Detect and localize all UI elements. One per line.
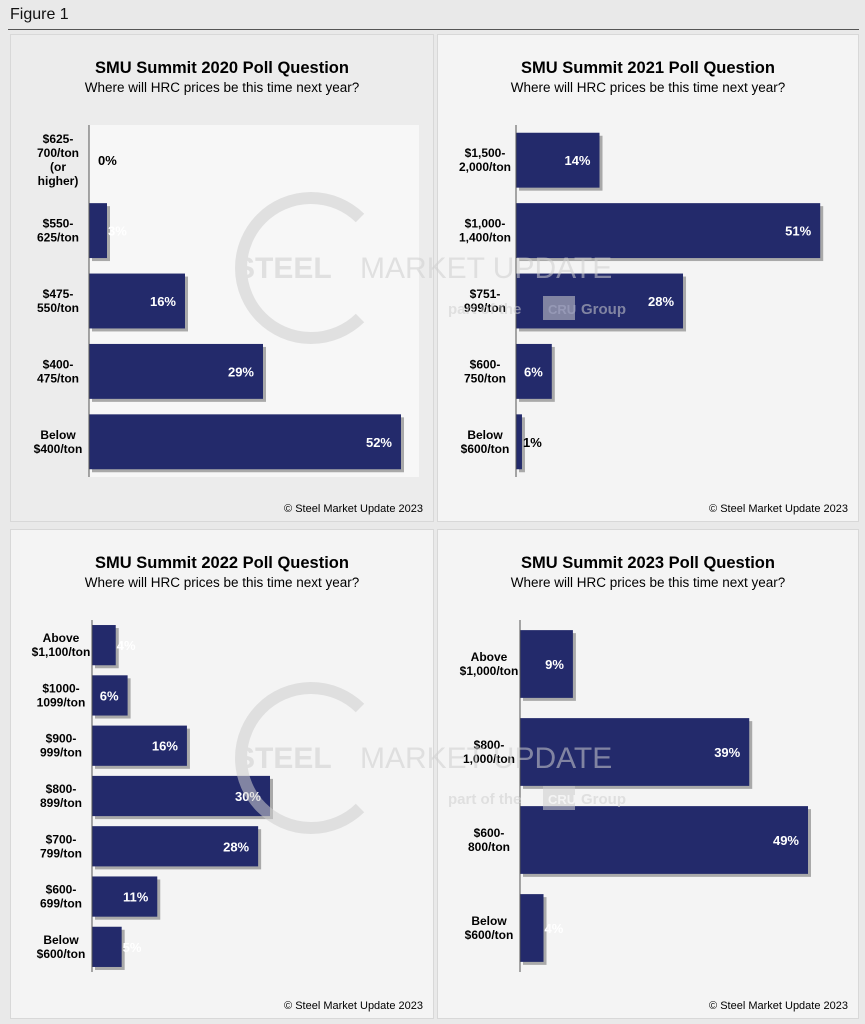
value-label: 3% — [108, 224, 127, 239]
category-label: $1000-1099/ton — [37, 681, 86, 709]
bar — [92, 725, 187, 766]
category-label: $600-800/ton — [468, 826, 510, 854]
value-label: 29% — [228, 364, 254, 379]
value-label: 0% — [98, 153, 117, 168]
value-label: 5% — [123, 940, 142, 955]
value-label: 1% — [523, 435, 542, 450]
value-label: 16% — [150, 294, 176, 309]
chart-subtitle: Where will HRC prices be this time next … — [510, 80, 786, 95]
category-label: $800-1,000/ton — [463, 738, 515, 766]
bar-chart-2020: 0% $625-700/ton (or higher) 3% $550-625/ton 16… — [34, 125, 404, 477]
value-label: 49% — [773, 833, 799, 848]
value-label: 28% — [648, 294, 674, 309]
category-label: $1,500-2,000/ton — [459, 146, 511, 174]
bar-shadow — [519, 417, 525, 473]
value-label: 11% — [123, 890, 149, 905]
bar — [520, 806, 808, 874]
category-label: $751-999/ton — [464, 287, 506, 315]
category-label: $900-999/ton — [40, 732, 82, 760]
chart-subtitle: Where will HRC prices be this time next … — [84, 80, 360, 95]
chart-panel-2023: SMU Summit 2023 Poll Question Where will… — [437, 529, 859, 1019]
value-label: 6% — [524, 364, 543, 379]
chart-title: SMU Summit 2022 Poll Question — [95, 554, 349, 572]
value-label: 28% — [223, 839, 249, 854]
bar — [520, 894, 544, 962]
chart-title: SMU Summit 2020 Poll Question — [95, 59, 349, 77]
category-label: Below $400/ton — [34, 428, 83, 456]
bar — [92, 876, 158, 917]
chart-panel-2021: SMU Summit 2021 Poll Question Where will… — [437, 34, 859, 522]
bar — [92, 625, 116, 666]
bar — [92, 926, 122, 967]
category-label: $700-799/ton — [40, 832, 82, 860]
bar — [516, 343, 552, 399]
chart-source: © Steel Market Update 2023 — [284, 1000, 423, 1012]
category-label: Below $600/ton — [37, 933, 86, 961]
chart-panel-2020: SMU Summit 2020 Poll Question Where will… — [10, 34, 434, 522]
category-label: Above $1,100/ton — [32, 631, 91, 659]
value-label: 9% — [545, 657, 564, 672]
value-label: 6% — [100, 688, 119, 703]
bar — [89, 343, 263, 399]
value-label: 39% — [714, 745, 740, 760]
category-label: Below $600/ton — [461, 428, 510, 456]
chart-source: © Steel Market Update 2023 — [284, 503, 423, 515]
chart-source: © Steel Market Update 2023 — [709, 1000, 848, 1012]
bar — [520, 718, 750, 786]
figure-divider — [8, 29, 859, 30]
category-label: $475-550/ton — [37, 287, 79, 315]
chart-title: SMU Summit 2023 Poll Question — [521, 554, 775, 572]
category-label: $625-700/ton (or higher) — [37, 132, 79, 188]
value-label: 4% — [117, 638, 136, 653]
bar — [516, 203, 821, 259]
category-label: $600-699/ton — [40, 883, 82, 911]
bar — [89, 273, 185, 329]
chart-title: SMU Summit 2021 Poll Question — [521, 59, 775, 77]
category-label: Below $600/ton — [465, 914, 514, 942]
value-label: 4% — [545, 921, 564, 936]
category-label: $550-625/ton — [37, 217, 79, 245]
category-label: $600-750/ton — [464, 357, 506, 385]
bar-chart-2021: 14% $1,500-2,000/ton 51% $1,000-1,400/ton 28… — [459, 125, 824, 477]
category-label: $800-899/ton — [40, 782, 82, 810]
bar — [92, 675, 128, 716]
bar — [520, 630, 573, 698]
value-label: 51% — [785, 224, 811, 239]
figure-label: Figure 1 — [10, 6, 69, 23]
category-label: $1,000-1,400/ton — [459, 217, 511, 245]
value-label: 52% — [366, 435, 392, 450]
chart-source: © Steel Market Update 2023 — [709, 503, 848, 515]
category-label: Above $1,000/ton — [460, 650, 519, 678]
chart-subtitle: Where will HRC prices be this time next … — [510, 575, 786, 590]
bar — [516, 132, 600, 188]
value-label: 16% — [152, 739, 178, 754]
chart-subtitle: Where will HRC prices be this time next … — [84, 575, 360, 590]
category-label: $400-475/ton — [37, 357, 79, 385]
bar — [89, 414, 401, 470]
chart-panel-2022: SMU Summit 2022 Poll Question Where will… — [10, 529, 434, 1019]
bar — [516, 414, 522, 470]
value-label: 14% — [564, 153, 590, 168]
value-label: 30% — [235, 789, 261, 804]
bar-chart-2023: 9% Above $1,000/ton 39% $800-1,000/ton 49% $60… — [460, 620, 811, 972]
bar-chart-2022: 4% Above $1,100/ton 6% $1000-1099/ton 16% $900… — [32, 620, 273, 972]
bar — [89, 203, 107, 259]
bar — [92, 826, 259, 867]
